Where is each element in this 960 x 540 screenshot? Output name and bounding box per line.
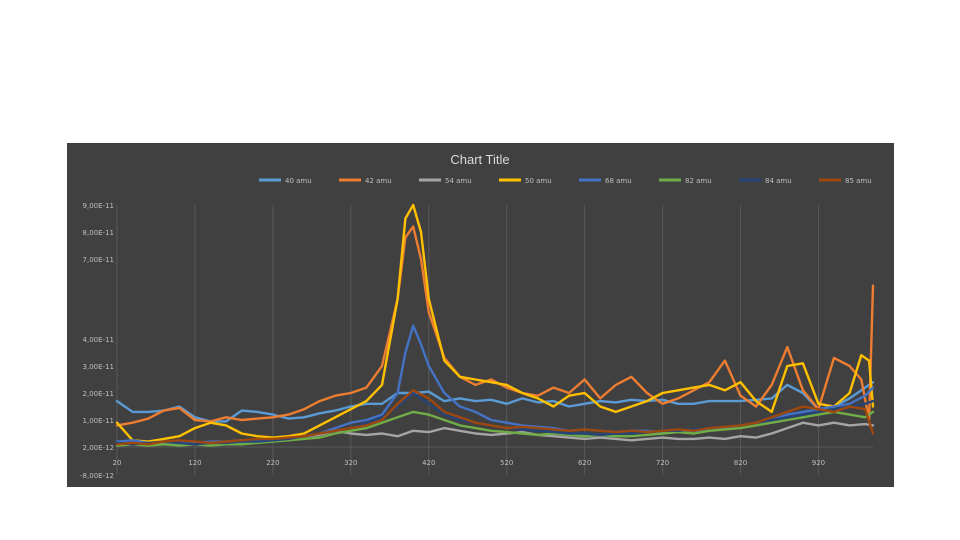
chart-title: Chart Title <box>450 152 509 167</box>
x-tick-label: 620 <box>578 459 591 467</box>
y-tick-label: 1,00E-11 <box>83 417 114 425</box>
legend-label: 50 amu <box>525 177 552 185</box>
series-line <box>115 225 875 427</box>
series-line <box>115 389 875 446</box>
y-axis-ticks: 9,00E-11 8,00E-11 7,00E-11 4,00E-11 3,00E-11… <box>80 202 114 480</box>
legend-label: 82 amu <box>685 177 712 185</box>
x-tick-label: 320 <box>344 459 357 467</box>
x-axis-ticks: 20 120 220 320 420 520 620 720 820 920 <box>113 459 826 467</box>
x-tick-label: 920 <box>812 459 825 467</box>
x-tick-label: 520 <box>500 459 513 467</box>
chart-panel: Chart Title 40 amu 42 amu 54 amu 50 amu 68 a… <box>67 143 894 487</box>
series-line <box>115 380 875 423</box>
y-tick-label: 7,00E-11 <box>83 256 114 264</box>
y-tick-label: 2,00E-12 <box>83 444 114 452</box>
y-tick-label: -8,00E-12 <box>80 472 114 480</box>
y-tick-label: 3,00E-11 <box>83 363 114 371</box>
series-lines <box>115 203 875 447</box>
y-tick-label: 4,00E-11 <box>83 336 114 344</box>
legend-label: 54 amu <box>445 177 472 185</box>
x-tick-label: 420 <box>422 459 435 467</box>
legend-label: 85 amu <box>845 177 872 185</box>
line-chart: Chart Title 40 amu 42 amu 54 amu 50 amu 68 a… <box>80 152 875 480</box>
x-tick-label: 820 <box>734 459 747 467</box>
y-tick-label: 2,00E-11 <box>83 390 114 398</box>
legend-label: 40 amu <box>285 177 312 185</box>
x-tick-label: 120 <box>188 459 201 467</box>
legend-label: 84 amu <box>765 177 792 185</box>
x-tick-label: 220 <box>266 459 279 467</box>
y-tick-label: 9,00E-11 <box>83 202 114 210</box>
legend-label: 42 amu <box>365 177 392 185</box>
x-tick-label: 20 <box>113 459 122 467</box>
legend-label: 68 amu <box>605 177 632 185</box>
x-tick-label: 720 <box>656 459 669 467</box>
series-line <box>115 410 875 447</box>
legend: 40 amu 42 amu 54 amu 50 amu 68 amu 82 amu 84 a… <box>259 177 872 185</box>
y-tick-label: 8,00E-11 <box>83 229 114 237</box>
series-line <box>115 203 875 443</box>
gridlines <box>116 205 873 475</box>
